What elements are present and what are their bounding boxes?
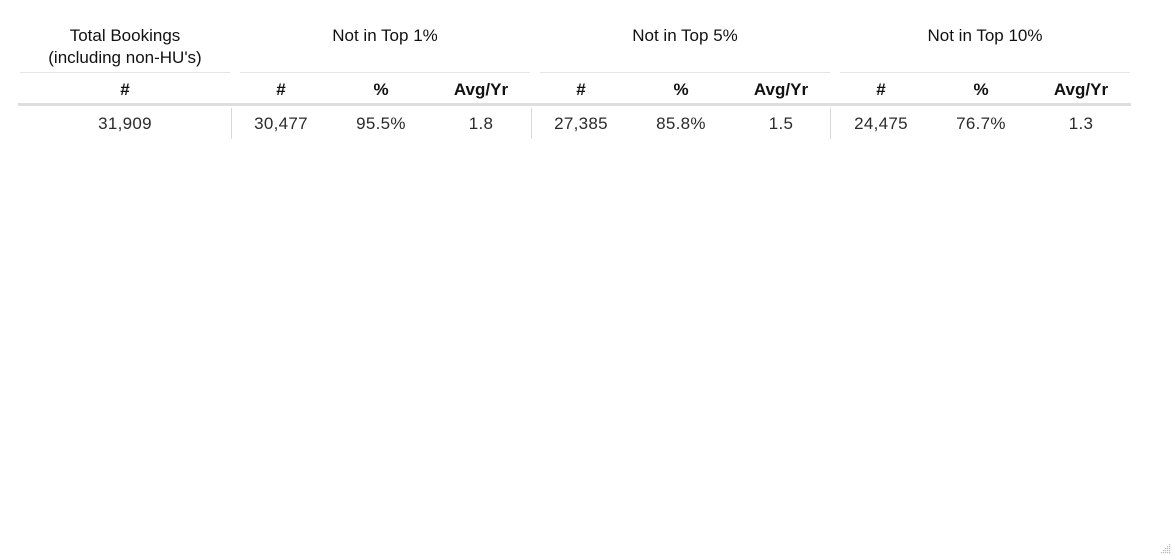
cell-top5-count: 27,385 <box>554 114 608 133</box>
resize-grip-icon[interactable] <box>1159 542 1171 554</box>
group-divider <box>20 72 230 73</box>
group-header-total-bookings: Total Bookings (including non-HU's) <box>20 25 230 69</box>
cell-top5-pct: 85.8% <box>656 114 706 133</box>
column-header-top10-avg: Avg/Yr <box>1053 80 1109 99</box>
group-header-total-line2: (including non-HU's) <box>48 48 202 67</box>
group-header-not-top-1: Not in Top 1% <box>332 26 438 45</box>
column-header-total-count: # <box>120 80 130 99</box>
cell-top10-avg: 1.3 <box>1068 114 1094 133</box>
cell-total-count: 31,909 <box>98 114 152 133</box>
group-header-total-line1: Total Bookings <box>69 26 181 45</box>
cell-top10-pct: 76.7% <box>956 114 1006 133</box>
group-divider <box>840 72 1130 73</box>
group-divider <box>240 72 530 73</box>
column-header-top10-count: # <box>876 80 886 99</box>
column-header-top1-avg: Avg/Yr <box>453 80 509 99</box>
header-divider <box>18 103 1131 106</box>
column-header-top5-count: # <box>576 80 586 99</box>
cell-top1-avg: 1.8 <box>468 114 494 133</box>
column-header-top5-avg: Avg/Yr <box>753 80 809 99</box>
group-divider <box>540 72 830 73</box>
column-separator <box>830 108 831 139</box>
column-header-top10-pct: % <box>973 80 989 99</box>
group-header-not-top-5: Not in Top 5% <box>632 26 738 45</box>
column-header-top1-count: # <box>276 80 286 99</box>
column-header-top5-pct: % <box>673 80 689 99</box>
cell-top1-count: 30,477 <box>254 114 308 133</box>
column-separator <box>531 108 532 139</box>
column-separator <box>231 108 232 139</box>
cell-top1-pct: 95.5% <box>356 114 406 133</box>
column-header-top1-pct: % <box>373 80 389 99</box>
cell-top5-avg: 1.5 <box>768 114 794 133</box>
group-header-not-top-10: Not in Top 10% <box>927 26 1043 45</box>
cell-top10-count: 24,475 <box>854 114 908 133</box>
